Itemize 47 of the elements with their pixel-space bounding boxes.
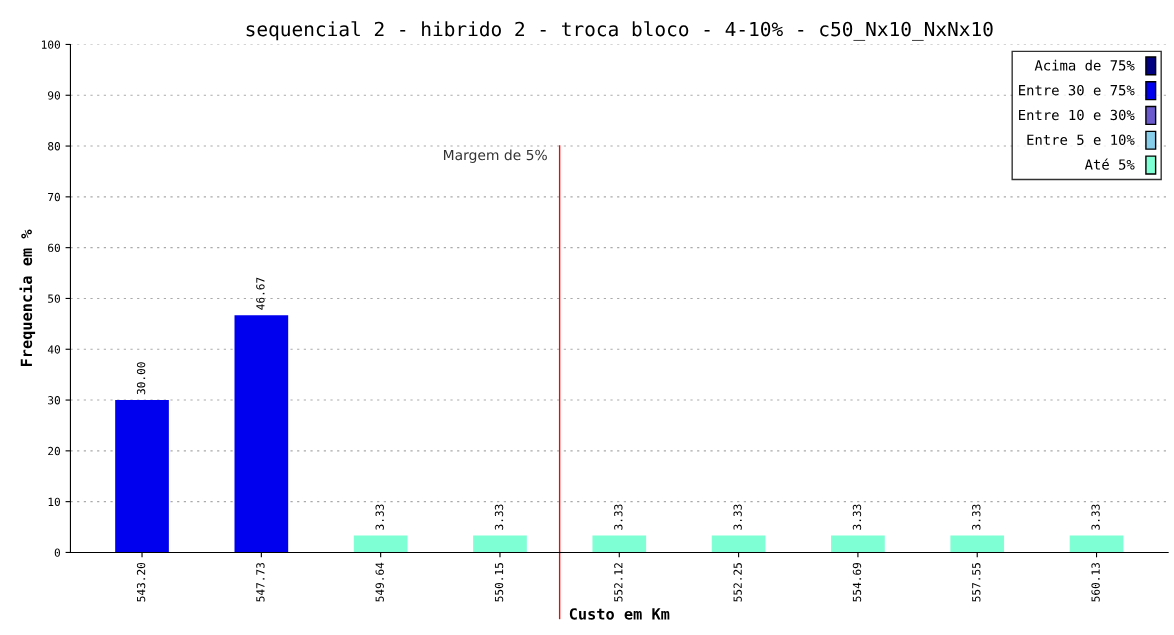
chart-title: sequencial 2 - hibrido 2 - troca bloco - 4-10% - c50_Nx10_NxNx10 xyxy=(246,21,993,41)
annotation: Margem de 5% xyxy=(443,149,547,163)
legend-label: Entre 30 e 75% xyxy=(1019,84,1135,96)
data-label: 3.33 xyxy=(972,504,981,530)
bar xyxy=(234,315,289,553)
x-tick-label: 560.13 xyxy=(1091,563,1100,602)
y-tick-label: 70 xyxy=(48,192,60,202)
x-tick-label: 557.55 xyxy=(972,563,981,602)
bar xyxy=(115,400,169,553)
bar xyxy=(473,535,527,553)
y-tick-label: 80 xyxy=(48,142,60,151)
data-label: 30.00 xyxy=(136,362,146,395)
x-axis-title: Custo em Km xyxy=(569,608,670,620)
y-tick-label: 50 xyxy=(48,294,60,303)
data-label: 46.67 xyxy=(256,277,265,310)
y-tick-label: 90 xyxy=(48,91,60,100)
y-tick-label: 60 xyxy=(48,243,60,253)
bar xyxy=(831,535,885,553)
legend-label: Entre 5 e 10% xyxy=(1027,134,1135,145)
y-tick-label: 0 xyxy=(54,548,60,557)
x-tick-label: 550.15 xyxy=(494,563,504,602)
bar xyxy=(950,535,1005,553)
data-label: 3.33 xyxy=(1091,504,1100,530)
x-tick-label: 549.64 xyxy=(375,562,384,602)
legend-label: Acima de 75% xyxy=(1034,59,1135,71)
y-axis-title: Frequencia em % xyxy=(19,229,36,367)
y-tick-label: 30 xyxy=(48,396,60,405)
y-tick-label: 10 xyxy=(48,497,60,507)
data-label: 3.33 xyxy=(852,504,862,530)
legend-label: Até 5% xyxy=(1084,158,1135,170)
x-tick-label: 554.69 xyxy=(852,562,862,602)
data-label: 3.33 xyxy=(614,504,623,530)
x-tick-label: 543.20 xyxy=(136,562,146,602)
y-tick-label: 100 xyxy=(41,40,60,49)
bar xyxy=(353,535,408,553)
data-label: 3.33 xyxy=(494,504,504,530)
bar xyxy=(1069,535,1124,553)
x-tick-label: 547.73 xyxy=(256,563,265,602)
legend-label: Entre 10 e 30% xyxy=(1019,109,1135,121)
bar xyxy=(592,535,647,553)
y-tick-label: 40 xyxy=(47,345,60,354)
x-tick-label: 552.25 xyxy=(733,563,742,602)
y-tick-label: 20 xyxy=(48,446,60,456)
bar xyxy=(711,535,766,553)
data-label: 3.33 xyxy=(733,504,742,530)
x-tick-label: 552.12 xyxy=(614,563,623,602)
data-label: 3.33 xyxy=(375,504,384,530)
